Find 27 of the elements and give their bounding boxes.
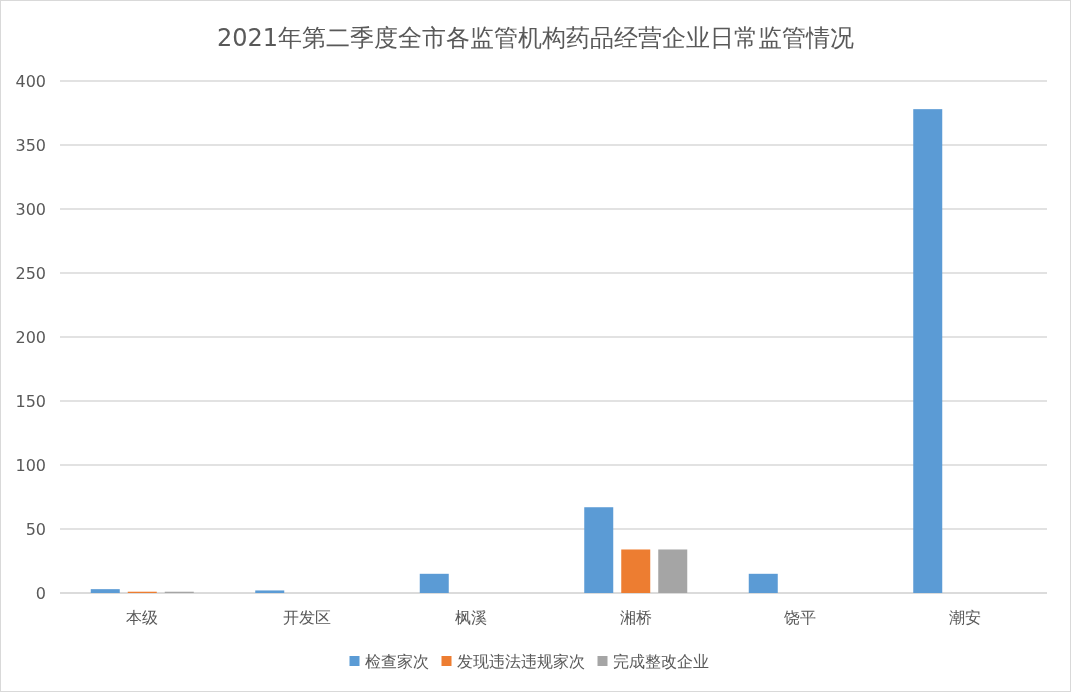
x-tick-label: 枫溪 xyxy=(455,608,488,627)
y-tick-label: 100 xyxy=(15,456,46,475)
bar xyxy=(90,589,120,593)
y-tick-label: 50 xyxy=(25,520,46,539)
x-tick-label: 潮安 xyxy=(948,608,981,627)
bar xyxy=(255,590,285,593)
bar xyxy=(658,549,688,593)
x-tick-label: 开发区 xyxy=(282,608,331,627)
bar xyxy=(748,573,778,593)
y-tick-label: 300 xyxy=(15,200,46,219)
x-tick-label: 本级 xyxy=(126,608,159,627)
bar xyxy=(419,573,449,593)
x-tick-label: 饶平 xyxy=(783,608,817,627)
x-tick-label: 湘桥 xyxy=(619,608,652,627)
bar xyxy=(584,507,614,593)
y-tick-label: 350 xyxy=(15,136,46,155)
legend-label: 检查家次 xyxy=(364,652,429,671)
legend-label: 完成整改企业 xyxy=(612,652,709,671)
y-tick-label: 0 xyxy=(35,584,46,603)
legend-label: 发现违法违规家次 xyxy=(456,652,585,671)
y-tick-label: 150 xyxy=(15,392,46,411)
y-tick-label: 200 xyxy=(15,328,46,347)
bar xyxy=(913,109,943,593)
bar xyxy=(621,549,651,593)
chart-title: 2021年第二季度全市各监管机构药品经营企业日常监管情况 xyxy=(216,24,855,52)
y-tick-label: 250 xyxy=(15,264,46,283)
y-tick-label: 400 xyxy=(15,72,46,91)
